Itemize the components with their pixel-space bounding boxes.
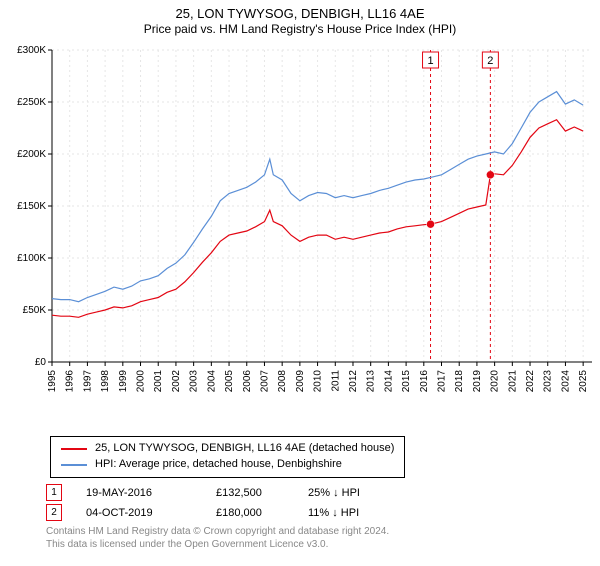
svg-text:2001: 2001 <box>153 370 164 393</box>
transaction-price: £132,500 <box>216 487 308 499</box>
svg-text:2013: 2013 <box>366 370 377 393</box>
svg-text:2012: 2012 <box>348 370 359 393</box>
legend-item: 25, LON TYWYSOG, DENBIGH, LL16 4AE (deta… <box>61 441 394 457</box>
transaction-date: 04-OCT-2019 <box>86 507 216 519</box>
svg-text:1999: 1999 <box>118 370 129 393</box>
svg-text:2007: 2007 <box>259 370 270 393</box>
svg-text:£150K: £150K <box>17 201 46 212</box>
svg-text:2019: 2019 <box>472 370 483 393</box>
svg-text:1997: 1997 <box>82 370 93 393</box>
transaction-row: 2 04-OCT-2019£180,00011% ↓ HPI <box>46 504 388 521</box>
chart-subtitle: Price paid vs. HM Land Registry's House … <box>0 22 600 36</box>
svg-text:2018: 2018 <box>454 370 465 393</box>
legend-swatch <box>61 464 87 466</box>
credit-line-2: This data is licensed under the Open Gov… <box>46 539 389 552</box>
svg-text:2006: 2006 <box>242 370 253 393</box>
svg-text:2021: 2021 <box>507 370 518 393</box>
svg-text:2015: 2015 <box>401 370 412 393</box>
transaction-marker: 1 <box>46 484 62 501</box>
chart-title: 25, LON TYWYSOG, DENBIGH, LL16 4AE <box>0 6 600 21</box>
transaction-price: £180,000 <box>216 507 308 519</box>
svg-text:2: 2 <box>487 55 493 67</box>
transaction-pct: 11% ↓ HPI <box>308 507 388 519</box>
legend-item: HPI: Average price, detached house, Denb… <box>61 457 394 473</box>
credit-text: Contains HM Land Registry data © Crown c… <box>46 526 389 551</box>
svg-text:£0: £0 <box>35 357 47 368</box>
svg-text:2008: 2008 <box>277 370 288 393</box>
legend-swatch <box>61 448 87 450</box>
svg-text:2014: 2014 <box>383 370 394 393</box>
svg-text:2009: 2009 <box>295 370 306 393</box>
transaction-pct: 25% ↓ HPI <box>308 487 388 499</box>
legend-label: HPI: Average price, detached house, Denb… <box>95 457 342 473</box>
svg-text:£250K: £250K <box>17 97 46 108</box>
legend-label: 25, LON TYWYSOG, DENBIGH, LL16 4AE (deta… <box>95 441 394 457</box>
svg-text:£50K: £50K <box>23 305 47 316</box>
svg-text:2017: 2017 <box>437 370 448 393</box>
svg-text:2005: 2005 <box>224 370 235 393</box>
transaction-marker: 2 <box>46 504 62 521</box>
svg-text:2016: 2016 <box>419 370 430 393</box>
svg-text:1995: 1995 <box>47 370 58 393</box>
svg-text:2010: 2010 <box>313 370 324 393</box>
legend: 25, LON TYWYSOG, DENBIGH, LL16 4AE (deta… <box>50 436 405 478</box>
svg-text:2020: 2020 <box>490 370 501 393</box>
svg-text:£200K: £200K <box>17 149 46 160</box>
svg-text:2024: 2024 <box>560 370 571 393</box>
svg-text:2000: 2000 <box>136 370 147 393</box>
svg-text:2023: 2023 <box>543 370 554 393</box>
svg-text:1: 1 <box>427 55 433 67</box>
transaction-date: 19-MAY-2016 <box>86 487 216 499</box>
svg-text:2003: 2003 <box>189 370 200 393</box>
svg-text:1998: 1998 <box>100 370 111 393</box>
svg-text:2022: 2022 <box>525 370 536 393</box>
svg-text:2025: 2025 <box>578 370 589 393</box>
svg-text:2011: 2011 <box>330 370 341 392</box>
price-chart: £0 £50K £100K £150K £200K £250K £300K 1995 1996 1… <box>0 42 600 422</box>
transaction-table: 1 19-MAY-2016£132,50025% ↓ HPI 2 04-OCT-201… <box>46 481 388 524</box>
credit-line-1: Contains HM Land Registry data © Crown c… <box>46 526 389 539</box>
svg-text:£300K: £300K <box>17 45 46 56</box>
svg-text:£100K: £100K <box>17 253 46 264</box>
svg-text:1996: 1996 <box>65 370 76 393</box>
svg-text:2002: 2002 <box>171 370 182 393</box>
transaction-row: 1 19-MAY-2016£132,50025% ↓ HPI <box>46 484 388 501</box>
svg-text:2004: 2004 <box>206 370 217 393</box>
